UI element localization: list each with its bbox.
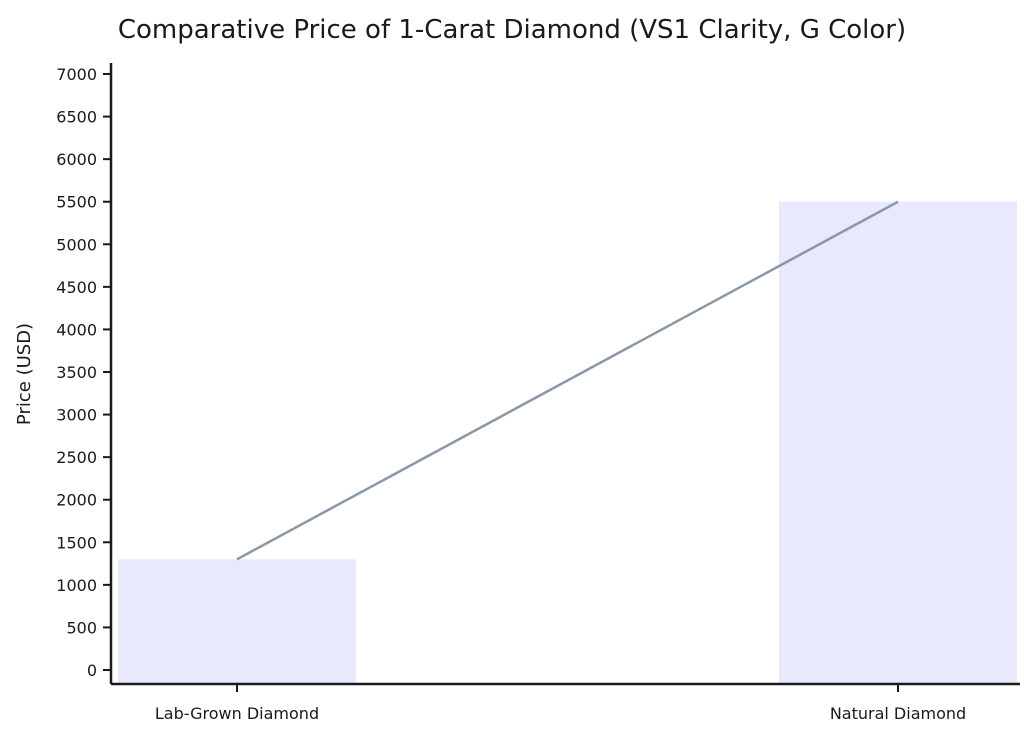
bar-lab-grown-diamond: [118, 559, 356, 684]
y-tick-label: 2000: [56, 491, 97, 510]
y-tick-label: 3000: [56, 406, 97, 425]
y-tick-label: 2500: [56, 448, 97, 467]
bar-natural-diamond: [779, 201, 1017, 684]
y-tick-label: 4000: [56, 320, 97, 339]
line-layer: [236, 200, 899, 561]
y-tick-label: 3500: [56, 363, 97, 382]
y-tick-label: 5500: [56, 193, 97, 212]
y-tick-label: 500: [66, 618, 97, 637]
y-tick-label: 6000: [56, 150, 97, 169]
x-tick-label: Lab-Grown Diamond: [155, 704, 319, 723]
price-line: [236, 200, 899, 561]
chart-title: Comparative Price of 1-Carat Diamond (VS…: [118, 15, 906, 45]
axes-layer: 0 500 1000 1500 2000 2500 3000 3500 4000 4500 5000…: [56, 63, 1020, 723]
y-tick-label: 7000: [56, 65, 97, 84]
y-tick-label: 5000: [56, 235, 97, 254]
x-tick-label: Natural Diamond: [830, 704, 966, 723]
y-tick-label: 1000: [56, 576, 97, 595]
y-axis-title: Price (USD): [14, 323, 35, 425]
y-tick-label: 0: [87, 661, 97, 680]
y-tick-label: 4500: [56, 278, 97, 297]
y-tick-label: 1500: [56, 533, 97, 552]
y-tick-label: 6500: [56, 108, 97, 127]
bars-layer: [118, 201, 1017, 684]
